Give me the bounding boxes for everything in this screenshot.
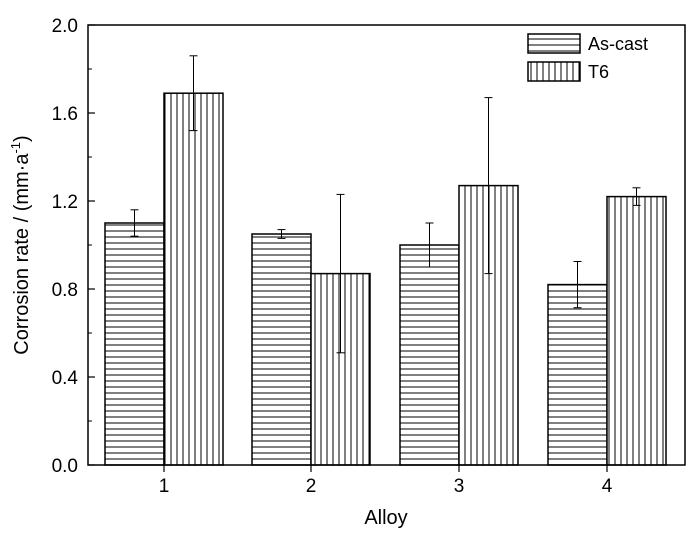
y-tick-label: 1.2: [52, 192, 78, 213]
y-tick-label: 2.0: [52, 16, 78, 37]
legend-label-t6: T6: [588, 62, 609, 82]
bar-as-cast-alloy-1: [104, 222, 165, 466]
error-bar-t6-alloy-1: [189, 55, 198, 132]
legend: As-cast T6: [527, 33, 648, 82]
x-tick-label: 1: [159, 476, 170, 497]
x-axis-title: Alloy: [364, 507, 407, 529]
error-bar-t6-alloy-3: [484, 97, 493, 275]
legend-swatch-t6: [527, 61, 581, 82]
legend-swatch-as-cast: [527, 33, 581, 54]
x-axis: 1 2 3 4: [159, 465, 613, 497]
y-tick-label: 0.4: [52, 368, 79, 389]
error-bar-as-cast-alloy-1: [130, 209, 139, 237]
error-bars-layer: [130, 55, 641, 354]
bars-layer: [104, 92, 667, 466]
error-bar-as-cast-alloy-2: [277, 229, 286, 239]
bar-t6-alloy-4: [606, 195, 667, 466]
bar-as-cast-alloy-3: [399, 244, 460, 466]
bar-t6-alloy-1: [163, 92, 224, 466]
y-axis: 0.0 0.4 0.8 1.2 1.6 2.0: [52, 16, 95, 477]
bar-as-cast-alloy-4: [547, 283, 608, 466]
x-tick-label: 4: [602, 476, 613, 497]
y-tick-label: 0.8: [52, 280, 78, 301]
bar-as-cast-alloy-2: [251, 233, 312, 466]
error-bar-as-cast-alloy-3: [425, 222, 434, 268]
legend-label-as-cast: As-cast: [588, 34, 648, 54]
y-tick-label: 1.6: [52, 104, 78, 125]
x-tick-label: 2: [306, 476, 317, 497]
error-bar-t6-alloy-2: [336, 193, 345, 354]
error-bar-as-cast-alloy-4: [573, 261, 582, 309]
x-tick-label: 3: [454, 476, 465, 497]
y-tick-label: 0.0: [52, 456, 78, 477]
error-bar-t6-alloy-4: [632, 187, 641, 206]
y-axis-title: Corrosion rate / (mm·a-1): [8, 135, 33, 354]
